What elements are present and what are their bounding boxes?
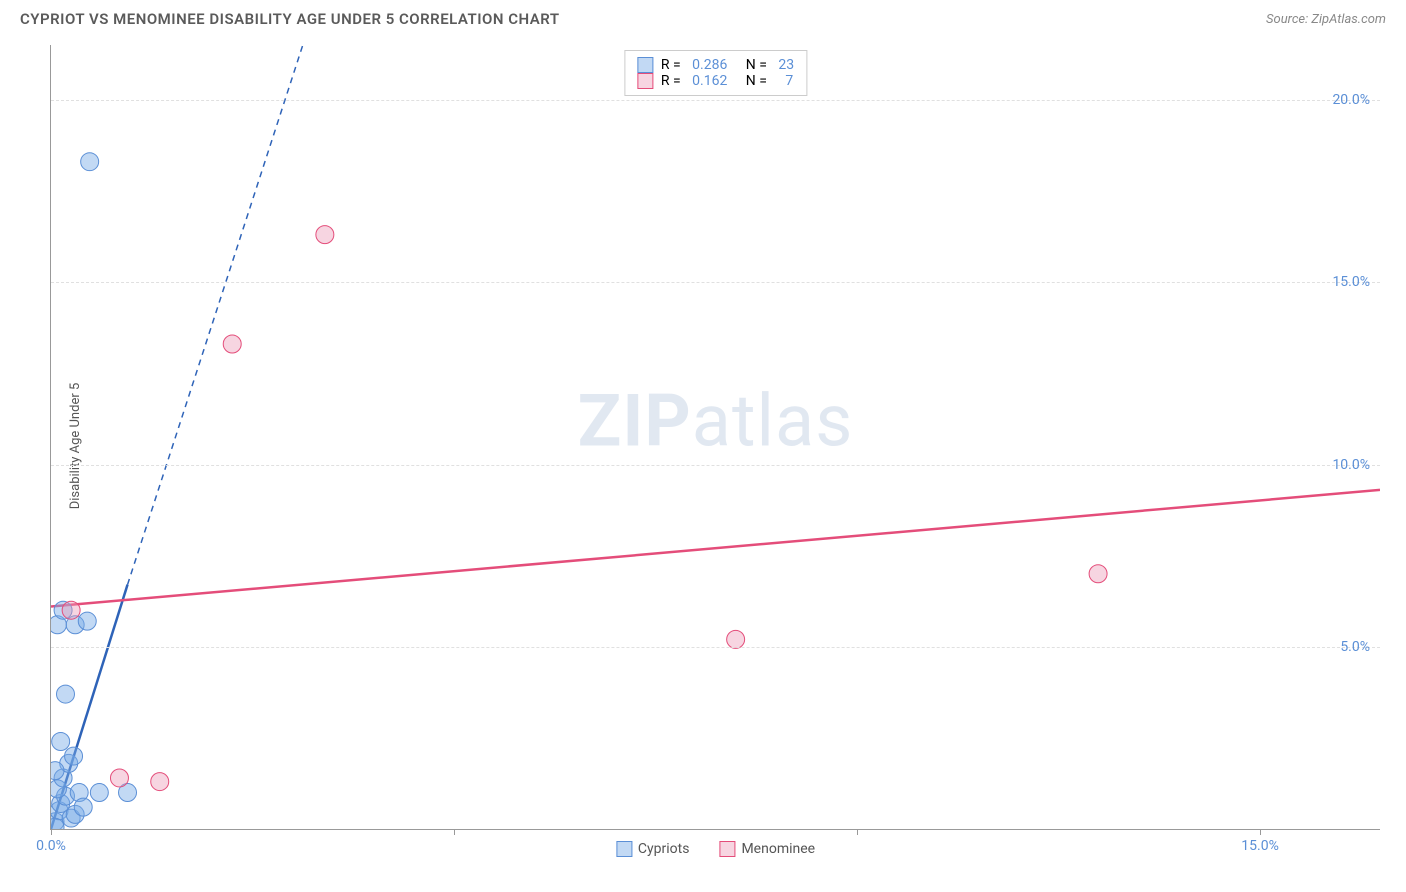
trend-line bbox=[51, 585, 128, 829]
data-point bbox=[223, 335, 241, 353]
trend-line-extension bbox=[128, 45, 309, 585]
data-point bbox=[51, 762, 64, 780]
y-tick-label: 15.0% bbox=[1332, 274, 1370, 290]
gridline bbox=[51, 100, 1380, 101]
chart-source: Source: ZipAtlas.com bbox=[1266, 12, 1386, 27]
data-point bbox=[57, 685, 75, 703]
data-point bbox=[1089, 565, 1107, 583]
data-point bbox=[65, 747, 83, 765]
data-point bbox=[54, 769, 72, 787]
r-value: 0.286 bbox=[692, 57, 727, 73]
n-value: 23 bbox=[778, 57, 794, 73]
data-point bbox=[52, 794, 70, 812]
legend-series-item: Menominee bbox=[719, 841, 815, 857]
data-point bbox=[66, 616, 84, 634]
r-value: 0.162 bbox=[692, 73, 727, 89]
data-point bbox=[70, 784, 88, 802]
x-tick bbox=[857, 829, 858, 835]
data-point bbox=[316, 226, 334, 244]
data-point bbox=[51, 813, 64, 829]
data-point bbox=[62, 809, 80, 827]
data-point bbox=[51, 780, 66, 798]
legend-stats: R = 0.286 N = 23R = 0.162 N = 7 bbox=[624, 50, 807, 96]
chart-title: CYPRIOT VS MENOMINEE DISABILITY AGE UNDE… bbox=[20, 10, 560, 28]
x-tick-label: 0.0% bbox=[36, 838, 66, 854]
gridline bbox=[51, 647, 1380, 648]
gridline bbox=[51, 465, 1380, 466]
legend-swatch bbox=[616, 841, 632, 857]
x-tick bbox=[51, 829, 52, 835]
x-tick bbox=[454, 829, 455, 835]
watermark-zip: ZIP bbox=[578, 379, 692, 464]
data-point bbox=[51, 802, 68, 820]
legend-stat-row: R = 0.162 N = 7 bbox=[637, 73, 794, 89]
n-label: N = bbox=[735, 57, 770, 73]
x-tick bbox=[1260, 829, 1261, 835]
data-point bbox=[52, 732, 70, 750]
r-label: R = bbox=[661, 57, 684, 73]
data-point bbox=[51, 616, 66, 634]
trend-line bbox=[51, 490, 1380, 607]
legend-stat-row: R = 0.286 N = 23 bbox=[637, 57, 794, 73]
legend-series-label: Menominee bbox=[741, 841, 815, 857]
legend-swatch bbox=[637, 73, 653, 89]
legend-series: Cypriots Menominee bbox=[616, 841, 815, 857]
data-point bbox=[78, 612, 96, 630]
r-label: R = bbox=[661, 73, 684, 89]
watermark-atlas: atlas bbox=[692, 379, 854, 464]
legend-series-item: Cypriots bbox=[616, 841, 690, 857]
y-tick-label: 10.0% bbox=[1332, 457, 1370, 473]
n-label: N = bbox=[735, 73, 770, 89]
data-point bbox=[119, 784, 137, 802]
trend-lines-svg bbox=[51, 45, 1380, 829]
watermark: ZIPatlas bbox=[578, 379, 854, 464]
data-point bbox=[62, 601, 80, 619]
plot-area: ZIPatlas 5.0%10.0%15.0%20.0% 0.0%15.0% R… bbox=[50, 45, 1380, 830]
data-point bbox=[151, 773, 169, 791]
data-point bbox=[74, 798, 92, 816]
data-point bbox=[66, 805, 84, 823]
data-point bbox=[60, 754, 78, 772]
gridline bbox=[51, 282, 1380, 283]
y-tick-label: 5.0% bbox=[1340, 639, 1370, 655]
legend-swatch bbox=[637, 57, 653, 73]
n-value: 7 bbox=[778, 73, 793, 89]
data-point bbox=[81, 153, 99, 171]
x-tick-label: 15.0% bbox=[1241, 838, 1279, 854]
chart-header: CYPRIOT VS MENOMINEE DISABILITY AGE UNDE… bbox=[0, 0, 1406, 33]
data-point bbox=[54, 601, 72, 619]
data-point bbox=[90, 784, 108, 802]
data-point bbox=[110, 769, 128, 787]
data-point bbox=[727, 630, 745, 648]
legend-swatch bbox=[719, 841, 735, 857]
y-tick-label: 20.0% bbox=[1332, 92, 1370, 108]
legend-series-label: Cypriots bbox=[638, 841, 690, 857]
data-point bbox=[57, 787, 75, 805]
data-point bbox=[51, 818, 64, 829]
